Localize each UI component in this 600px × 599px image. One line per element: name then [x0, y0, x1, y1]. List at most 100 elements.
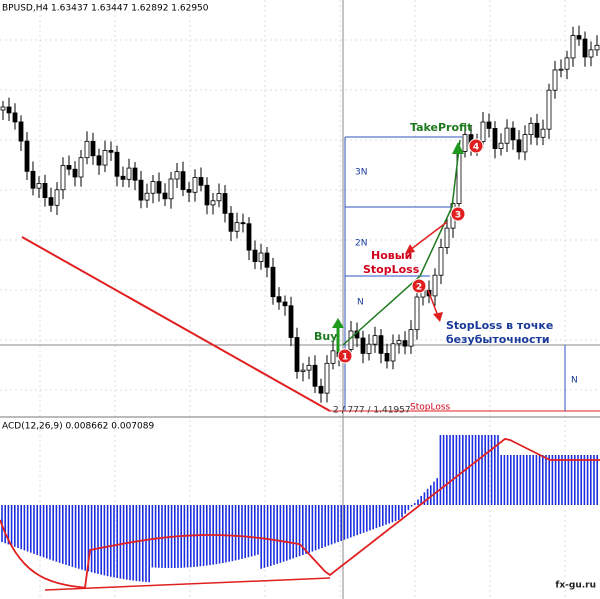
candle-body	[234, 222, 240, 232]
candle-body	[462, 134, 468, 152]
candle-body	[378, 335, 384, 354]
candle-body	[24, 140, 30, 172]
candle-body	[114, 151, 120, 177]
candle-body	[102, 150, 108, 166]
candle-body	[192, 177, 198, 193]
buy-label: Buy	[314, 330, 337, 343]
candle-body	[150, 181, 156, 194]
candle-body	[156, 181, 162, 194]
candle-body	[198, 177, 204, 186]
candle-body	[54, 189, 60, 206]
candles	[0, 25, 600, 403]
macd	[0, 435, 600, 591]
candle-body	[252, 249, 258, 262]
marker-circle	[468, 138, 484, 154]
be-arrow	[427, 289, 439, 317]
candle-body	[492, 128, 498, 149]
candle-body	[366, 343, 372, 354]
candle-body	[390, 343, 396, 362]
candle-body	[516, 139, 522, 153]
candle-body	[360, 337, 366, 354]
candle-body	[558, 68, 564, 71]
candle-body	[12, 112, 18, 123]
tp-arrowhead	[452, 142, 464, 154]
candle-body	[510, 127, 516, 141]
candle-body	[552, 69, 558, 91]
candle-body	[438, 247, 444, 276]
candle-body	[414, 296, 420, 331]
candle-body	[588, 49, 594, 58]
candle-body	[216, 193, 222, 202]
candle-body	[528, 122, 534, 135]
candle-body	[306, 364, 312, 371]
candle-body	[522, 134, 528, 153]
candle-body	[204, 184, 210, 206]
candle-body	[540, 128, 546, 138]
candle-body	[120, 175, 126, 180]
candle-body	[288, 305, 294, 338]
candle-body	[90, 140, 96, 157]
watermark: fx-gu.ru	[555, 581, 596, 591]
candle-body	[18, 121, 24, 142]
buy-arrowhead	[332, 318, 344, 328]
candle-body	[318, 385, 324, 394]
candle-body	[174, 171, 180, 180]
candle-body	[270, 266, 276, 298]
level-2n-label: 2N	[355, 239, 367, 249]
candle-body	[258, 252, 264, 262]
candle-body	[564, 57, 570, 70]
candle-body	[144, 192, 150, 201]
candle-body	[534, 122, 540, 138]
candle-body	[372, 335, 378, 345]
candle-body	[324, 362, 330, 394]
candle-body	[180, 171, 186, 190]
macd-trend-line	[44, 577, 331, 591]
candle-body	[480, 121, 486, 142]
candle-body	[84, 140, 90, 159]
candle-body	[186, 189, 192, 193]
candle-body	[66, 165, 72, 170]
stoploss-label: StopLoss	[410, 403, 451, 413]
candle-body	[582, 38, 588, 58]
candle-body	[312, 364, 318, 387]
candle-body	[30, 170, 36, 189]
candle-body	[138, 179, 144, 201]
marker-circle	[337, 348, 353, 364]
candle-body	[432, 274, 438, 297]
candle-body	[546, 89, 552, 130]
candle-body	[330, 350, 336, 364]
candle-body	[402, 340, 408, 347]
candle-body	[6, 106, 12, 114]
candle-body	[384, 352, 390, 362]
order-info: 2 / 777 / 1.41957	[333, 406, 411, 416]
marker-circle	[411, 278, 427, 294]
candle-body	[576, 35, 582, 40]
candle-body	[228, 212, 234, 232]
candle-body	[96, 155, 102, 166]
macd-label: ACD(12,26,9) 0.008662 0.007089	[2, 422, 154, 432]
new-stoploss-label: Новый	[371, 249, 412, 262]
candle-body	[222, 193, 228, 214]
right-n-label: N	[571, 376, 578, 386]
candle-body	[408, 329, 414, 347]
candle-body	[282, 301, 288, 307]
candle-body	[210, 200, 216, 206]
marker-label: 1	[342, 353, 348, 363]
candle-body	[396, 340, 402, 345]
candle-body	[240, 222, 246, 225]
candle-body	[300, 369, 306, 372]
candle-body	[498, 142, 504, 149]
trend-line	[21, 236, 331, 412]
level-3n-label: 3N	[355, 168, 367, 178]
price-path	[342, 139, 461, 346]
macd-signal	[0, 437, 600, 589]
be-arrowhead	[433, 312, 443, 322]
candle-body	[348, 330, 354, 350]
breakeven-label: безубыточности	[446, 333, 550, 346]
breakeven-label: StopLoss в точке	[446, 319, 553, 332]
candle-body	[72, 168, 78, 178]
candle-body	[48, 197, 54, 206]
